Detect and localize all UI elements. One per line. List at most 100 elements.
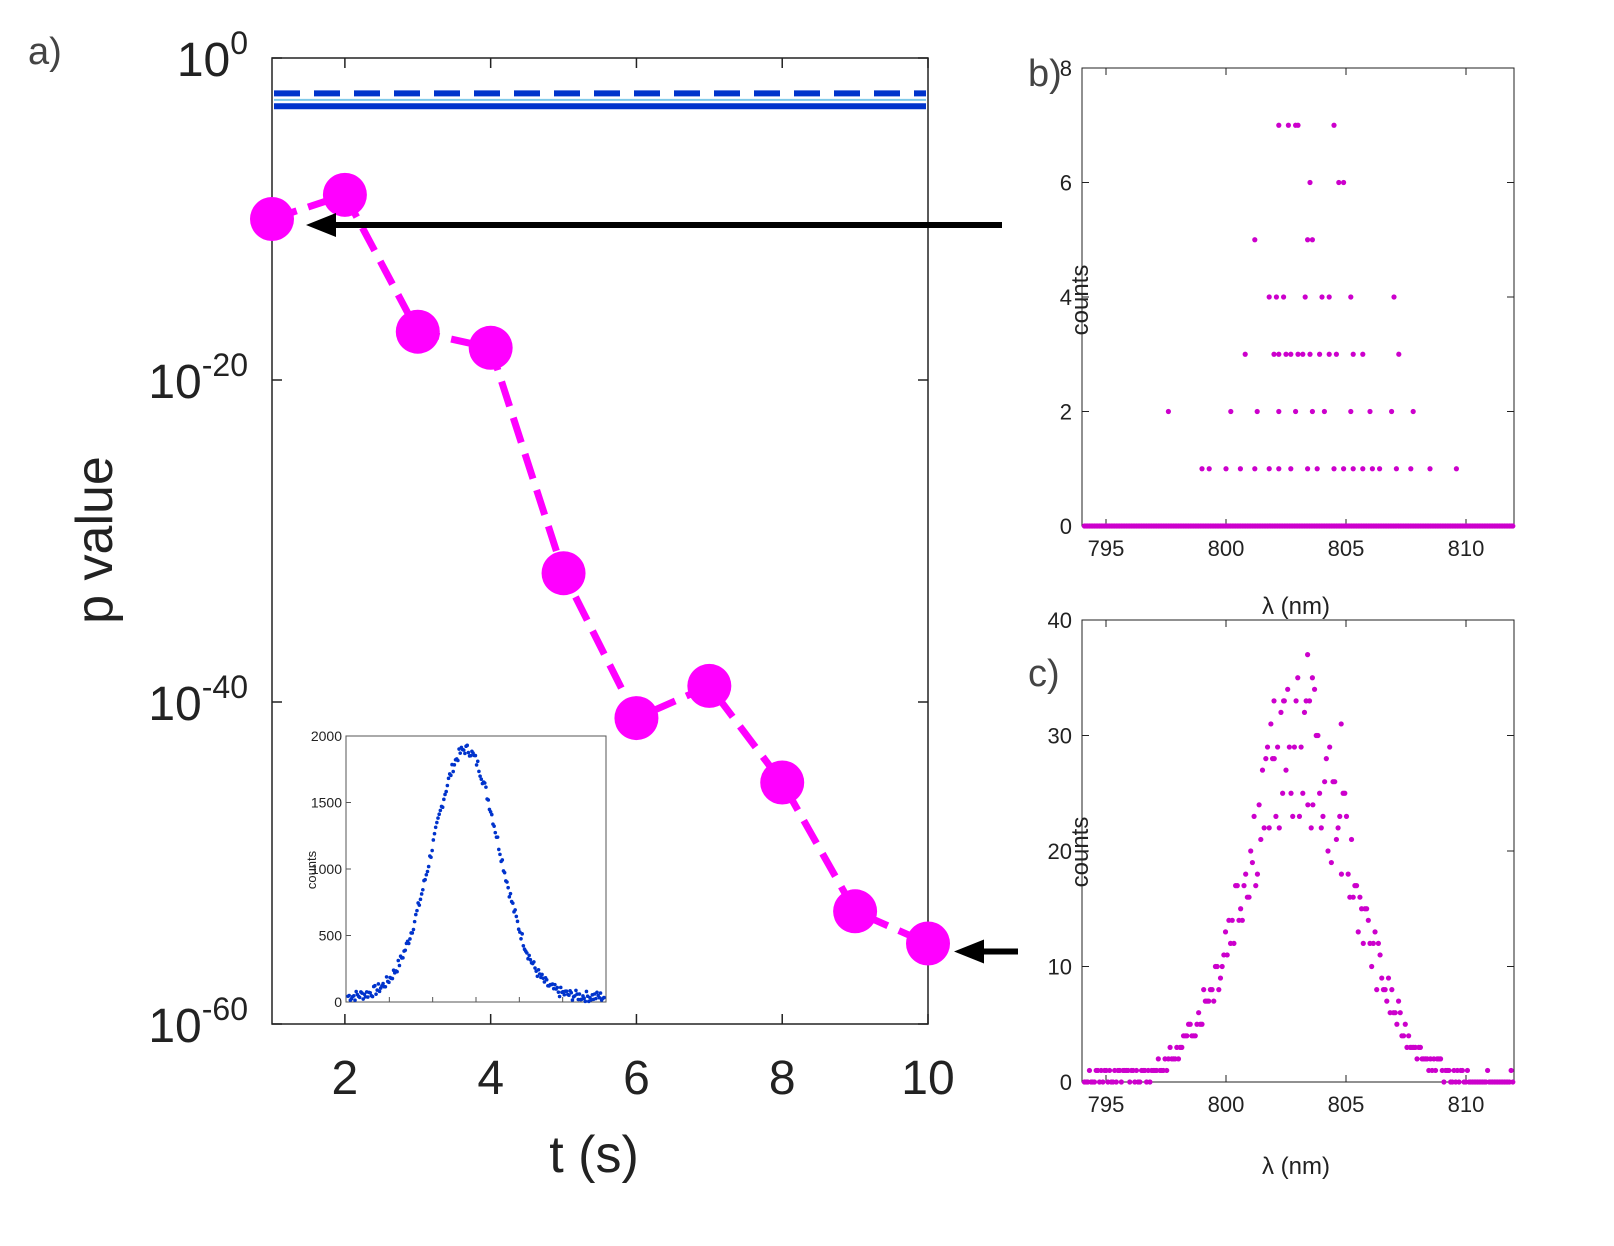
panel-c-point (1348, 836, 1355, 843)
panel-c-point (1211, 998, 1217, 1004)
panel-c-point (1217, 975, 1224, 981)
panel-b-point (1331, 466, 1337, 472)
inset-point (598, 991, 603, 995)
inset-point (353, 998, 357, 1002)
inset-point (544, 977, 549, 982)
panel-a-point (322, 172, 367, 217)
inset-point (520, 932, 524, 936)
panel-c-point (1196, 1010, 1202, 1016)
inset-ylabel: counts (304, 850, 319, 889)
panel-c-point (1175, 1056, 1182, 1062)
panel-c-ylabel: counts (1067, 817, 1094, 888)
panel-c-point (1291, 744, 1297, 750)
panel-b-ylabel: counts (1067, 265, 1094, 336)
inset-point (440, 805, 445, 810)
panel-b-point (1300, 351, 1306, 357)
panel-c-point (1271, 698, 1277, 704)
panel-c-point (1325, 848, 1331, 854)
panel-a-point (395, 309, 440, 354)
panel-c-point (1256, 802, 1262, 808)
panel-c-point (1309, 675, 1315, 681)
panel-a-xtick-label: 6 (623, 1052, 650, 1105)
inset-point (556, 990, 561, 994)
inset-point (594, 996, 598, 1001)
panel-c-point (1456, 1079, 1462, 1085)
panel-b-point (1288, 351, 1294, 357)
panel-b-point (1165, 408, 1171, 415)
panel-a-point (906, 921, 950, 966)
panel-c-point (1179, 1044, 1185, 1050)
panel-b-point (1305, 466, 1311, 472)
inset-point (513, 908, 517, 912)
panel-b-ytick-label: 2 (1060, 400, 1072, 425)
panel-c-point (1332, 779, 1338, 785)
inset-point (577, 992, 582, 996)
inset-point (418, 897, 423, 902)
panel-c-point (1248, 848, 1254, 854)
panel-c-point (1288, 790, 1294, 796)
panel-a-point (250, 197, 294, 241)
panel-b-point (1288, 466, 1294, 472)
panel-c-point (1384, 998, 1390, 1004)
panel-c-point (1286, 744, 1292, 750)
panel-c-point (1234, 883, 1240, 889)
panel-c-point (1222, 929, 1229, 935)
panel-c-point (1254, 871, 1261, 877)
panel-label-a: a) (28, 31, 62, 73)
inset-point (411, 927, 416, 932)
panel-c-point (1275, 744, 1281, 750)
panel-b-point (1266, 466, 1272, 472)
panel-c-point (1281, 698, 1287, 704)
inset-point (452, 763, 457, 767)
panel-b-point (1326, 294, 1332, 300)
panel-a-ytick-label: 10-40 (148, 669, 248, 731)
panel-b-point (1276, 351, 1282, 357)
inset-point (498, 852, 502, 857)
inset-point (376, 982, 381, 986)
inset-point (514, 914, 519, 919)
panel-b-point (1377, 466, 1383, 472)
panel-c-point (1118, 1079, 1124, 1085)
panel-b-point (1242, 351, 1248, 357)
inset-point (584, 989, 589, 994)
panel-c-point (1147, 1079, 1153, 1085)
inset-point (442, 797, 446, 802)
panel-c-point (1317, 790, 1323, 796)
panel-c-point (1264, 744, 1271, 750)
panel-c-point (1305, 802, 1311, 808)
inset-ytick-label: 0 (334, 994, 342, 1010)
panel-b-point (1252, 466, 1258, 472)
panel-b-point (1302, 294, 1308, 300)
panel-a-xtick-label: 2 (332, 1052, 359, 1105)
panel-b-point (1350, 351, 1356, 357)
panel-c-point (1224, 952, 1230, 958)
panel-c-point (1278, 709, 1284, 716)
inset-point (527, 953, 531, 958)
inset-point (352, 993, 356, 998)
panel-c-point (1263, 756, 1269, 762)
panel-c-point (1201, 987, 1207, 993)
panel-a-point (833, 889, 878, 934)
panel-c-point (1320, 813, 1326, 819)
panel-c-point (1374, 987, 1380, 993)
panel-c-point (1249, 859, 1255, 866)
inset-ytick-label: 500 (319, 928, 343, 944)
panel-c-point (1276, 825, 1282, 831)
panel-c-point (1322, 779, 1328, 785)
panel-b-point (1410, 408, 1416, 415)
inset-point (425, 869, 430, 874)
inset-point (438, 808, 443, 813)
panel-c-point (1293, 698, 1299, 704)
panel-a-frame (271, 57, 929, 1025)
inset-point (502, 870, 507, 875)
panel-b-point (1369, 466, 1375, 472)
panel-b-point (1348, 294, 1354, 300)
panel-c-point (1258, 836, 1264, 843)
inset-ytick-label: 2000 (311, 728, 342, 744)
panel-c-point (1508, 1067, 1514, 1074)
panel-b-xtick-label: 800 (1208, 536, 1245, 561)
inset-point (397, 963, 402, 968)
inset-point (347, 993, 351, 998)
panel-c-point (1300, 790, 1306, 796)
panel-b-point (1314, 466, 1320, 472)
